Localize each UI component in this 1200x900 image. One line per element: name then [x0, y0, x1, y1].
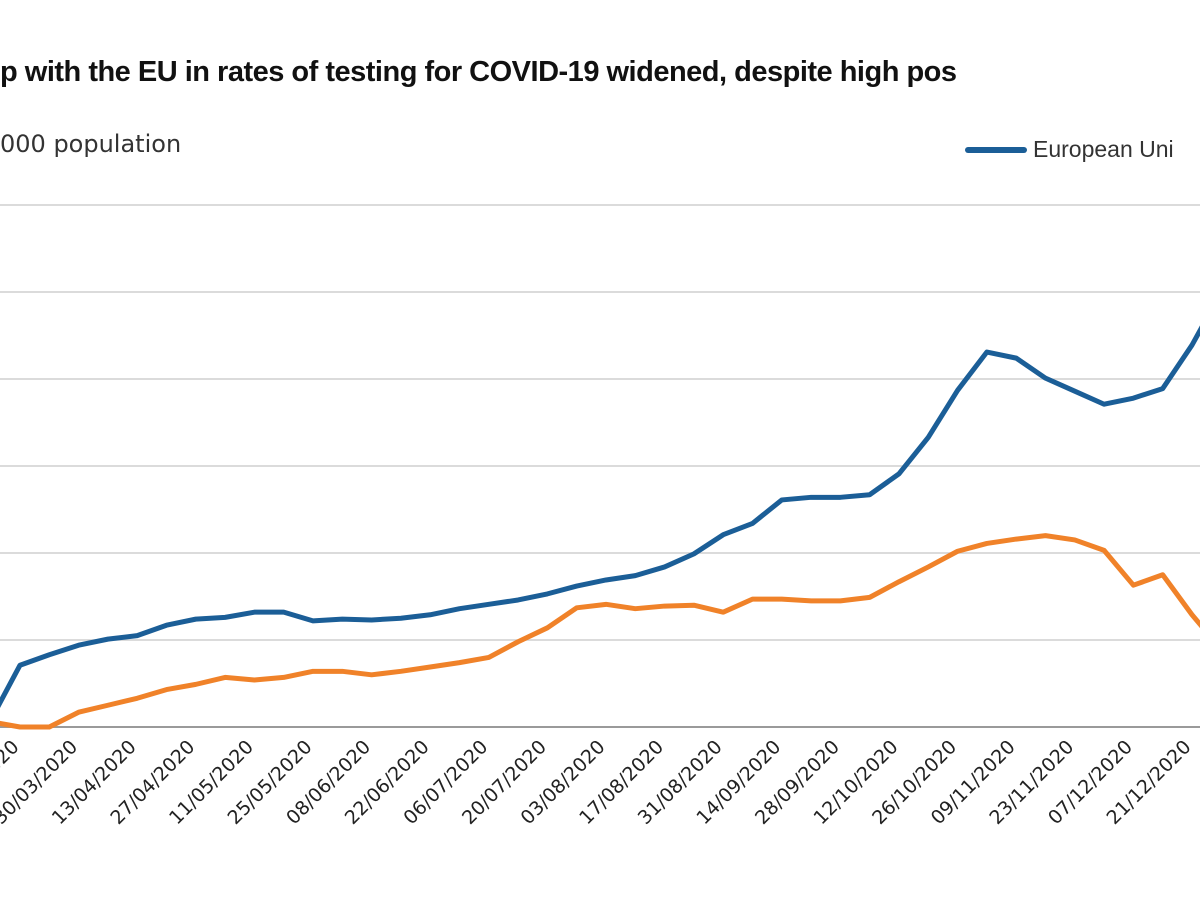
- series-line-european-union: [0, 325, 1200, 708]
- legend: European Uni: [965, 136, 1174, 163]
- legend-label-european-union: European Uni: [1033, 136, 1174, 162]
- series-line-orange: [0, 533, 1200, 730]
- legend-swatch-european-union: [965, 146, 1027, 153]
- chart-title: p with the EU in rates of testing for CO…: [0, 56, 957, 88]
- chart-subtitle: 000 population: [0, 130, 182, 158]
